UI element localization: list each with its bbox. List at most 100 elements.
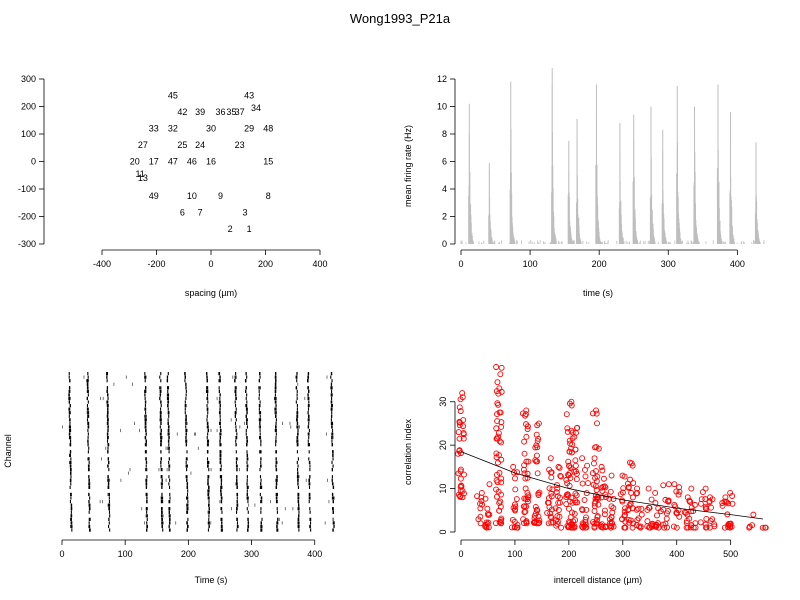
correlation-point (628, 489, 635, 496)
correlation-point (598, 524, 605, 530)
correlation-point (482, 521, 489, 528)
correlation-point (569, 509, 576, 516)
correlation-point (626, 519, 633, 526)
rate-y-tick-label: 6 (442, 157, 447, 167)
correlation-point (524, 489, 531, 496)
correlation-point (629, 524, 636, 531)
raster-x-tick-label: 300 (244, 549, 259, 559)
correlation-point (598, 494, 605, 501)
correlation-point (498, 423, 505, 430)
correlation-point (535, 513, 542, 520)
correlation-point (592, 492, 599, 499)
correlation-point (494, 493, 500, 500)
layout-xlabel: spacing (µm) (185, 288, 237, 298)
correlation-point (521, 495, 528, 502)
electrode-label: 8 (266, 191, 271, 201)
correlation-point (663, 515, 670, 522)
layout-y-tick-label: -100 (18, 184, 36, 194)
correlation-point (665, 481, 672, 488)
electrode-label: 10 (187, 191, 197, 201)
correlation-point (595, 445, 602, 452)
correlation-point (523, 503, 530, 510)
correlation-point (522, 411, 529, 418)
correlation-point (655, 505, 662, 512)
rate-x-tick-label: 100 (523, 259, 538, 269)
correlation-point (660, 521, 667, 528)
rate-x-tick-label: 0 (458, 259, 463, 269)
correlation-point (563, 411, 570, 418)
rate-x-tick-label: 200 (592, 259, 607, 269)
correlation-point (524, 474, 531, 481)
correlation-point (552, 505, 559, 512)
correlation-point (474, 493, 481, 500)
correlation-point (568, 402, 575, 409)
rate-y-tick-label: 0 (442, 239, 447, 249)
correlation-point (676, 484, 683, 491)
correlation-point (599, 467, 606, 474)
correlation-point (510, 463, 517, 470)
correlation-point (535, 420, 542, 427)
correlation-point (493, 450, 500, 457)
correlation-point (610, 505, 617, 511)
rate-x-tick-label: 400 (730, 259, 745, 269)
correlation-point (455, 450, 461, 457)
panel-correlation: 0 100 200 300 400 500 0 10 20 30 intercell distan… (403, 364, 769, 585)
correlation-point (568, 398, 575, 405)
correlation-point (671, 481, 678, 488)
correlation-point (545, 520, 552, 527)
correlation-point (536, 489, 543, 496)
figure-title: Wong1993_P21a (350, 11, 451, 26)
correlation-point (568, 521, 575, 528)
correlation-point (579, 480, 586, 487)
correlation-point (493, 425, 500, 432)
correlation-point (486, 511, 493, 518)
panel-spike-raster: 0 100 200 300 400 Time (s) Channel (3, 372, 335, 585)
correlation-point (594, 420, 600, 427)
correlation-point (708, 504, 714, 511)
correlation-point (533, 520, 540, 527)
correlation-point (727, 521, 734, 528)
correlation-point (698, 496, 705, 503)
correlation-point (622, 505, 628, 512)
electrode-label: 32 (168, 124, 178, 134)
correlation-point (702, 485, 709, 492)
correlation-point (598, 463, 605, 470)
correlation-point (583, 506, 590, 513)
correlation-point (525, 458, 532, 465)
electrode-label: 20 (130, 157, 140, 167)
correlation-point (555, 499, 562, 506)
correlation-point (583, 490, 590, 497)
correlation-point (497, 409, 504, 416)
correlation-point (635, 515, 642, 522)
correlation-point (547, 455, 554, 462)
raster-x-tick-label: 400 (307, 549, 322, 559)
correlation-point (592, 444, 598, 451)
correlation-point (573, 425, 580, 432)
correlation-point (591, 455, 598, 462)
correlation-point (530, 519, 537, 526)
correlation-point (582, 467, 588, 473)
correlation-point (729, 500, 736, 507)
electrode-label: 3 (243, 207, 248, 217)
correlation-point (531, 512, 538, 519)
correlation-point (546, 466, 553, 473)
correlation-point (534, 422, 541, 429)
correlation-point (566, 462, 572, 469)
correlation-point (709, 516, 716, 523)
correlation-point (532, 518, 539, 525)
rate-y-tick-label: 12 (437, 74, 447, 84)
correlation-point (727, 489, 734, 496)
correlation-point (670, 523, 677, 530)
correlation-point (648, 496, 655, 503)
correlation-point (556, 464, 563, 471)
correlation-point (494, 479, 501, 486)
rate-axes: 0 100 200 300 400 0 2 4 6 8 10 12 (437, 74, 745, 269)
correlation-point (554, 482, 560, 489)
correlation-point (554, 513, 561, 520)
correlation-point (707, 518, 714, 524)
correlation-x-tick-label: 500 (723, 549, 738, 559)
correlation-point (565, 472, 572, 479)
correlation-point (484, 505, 491, 512)
correlation-point (572, 490, 579, 497)
correlation-point (629, 505, 636, 512)
